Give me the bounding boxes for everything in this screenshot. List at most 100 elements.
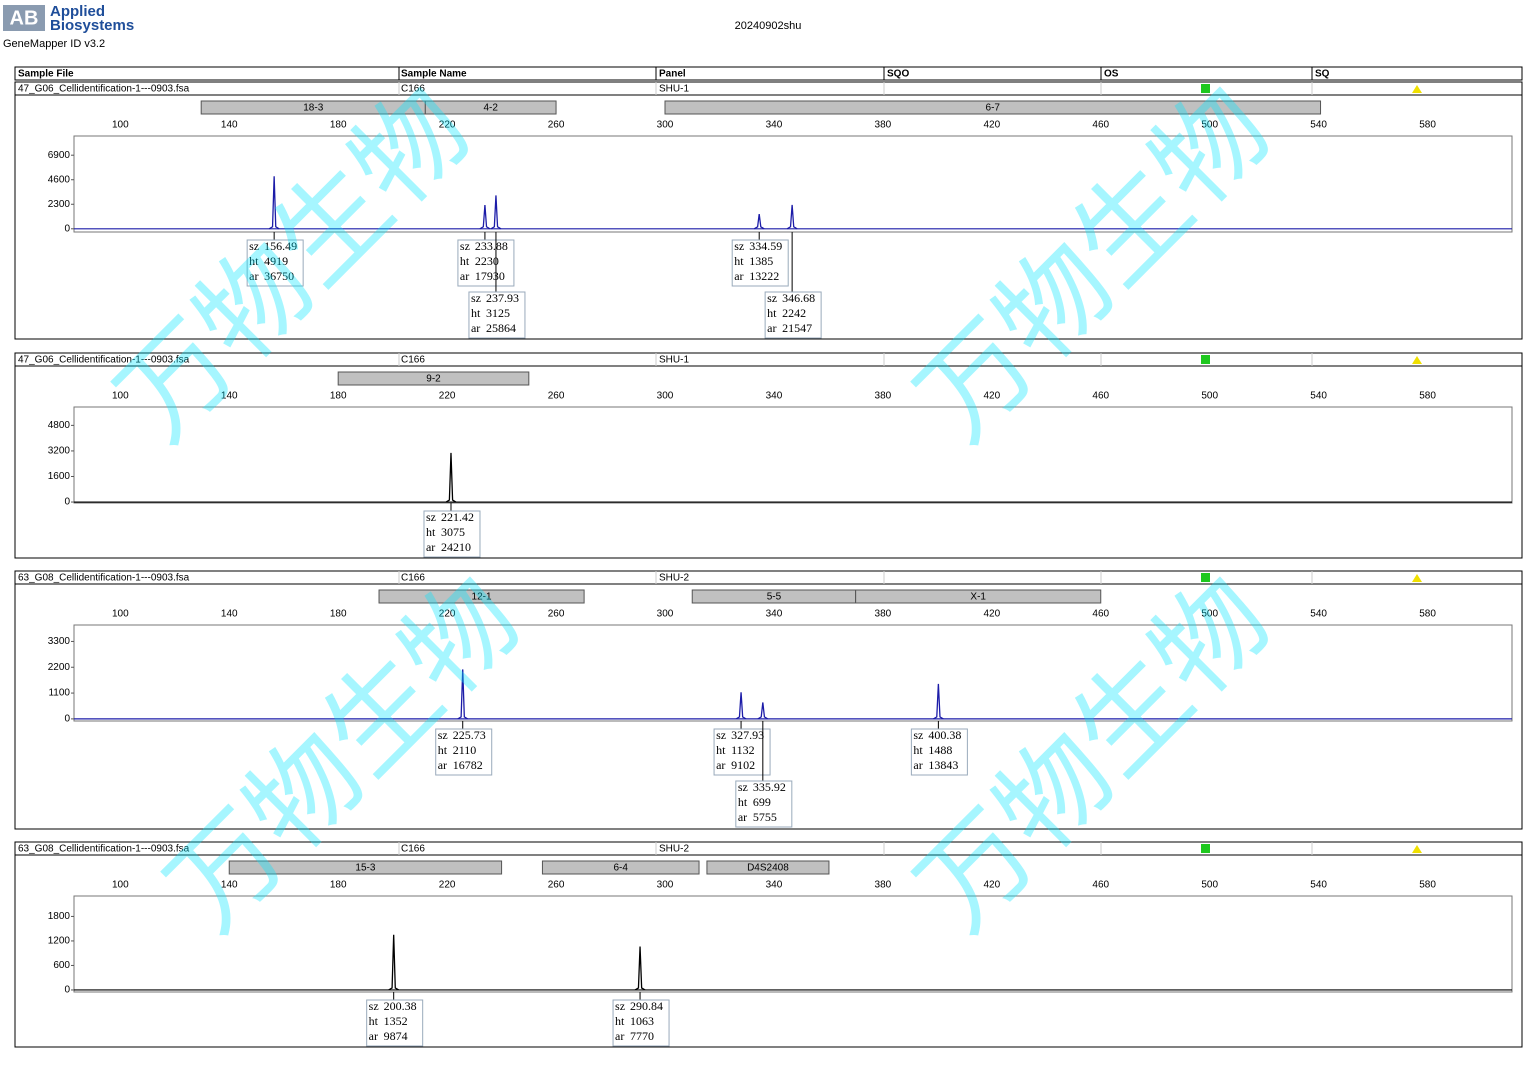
y-tick-label: 0 [64,714,70,725]
peak-value: 1488 [928,743,952,757]
peak [735,692,747,720]
peak-field: ar [438,758,447,772]
sample-name: C166 [401,355,425,366]
marker-name: 6-4 [614,863,629,874]
peak-value: 156.49 [264,239,297,253]
plot-frame [73,895,1513,993]
x-tick-label: 340 [766,120,783,131]
peak [388,934,400,991]
y-tick-label: 2200 [48,662,71,673]
marker-name: D4S2408 [747,863,789,874]
peak-field: ar [716,758,725,772]
x-tick-label: 500 [1201,120,1218,131]
x-tick-label: 100 [112,880,129,891]
x-tick-label: 180 [330,880,347,891]
y-tick-label: 0 [64,497,70,508]
peak-field: ht [460,254,470,268]
brand: Applied [50,3,105,20]
peak-field: ht [369,1014,379,1028]
peak-value: 699 [753,795,771,809]
x-tick-label: 300 [657,609,674,620]
peak [268,176,280,230]
x-tick-label: 340 [766,609,783,620]
peak-value: 3075 [441,525,465,539]
x-tick-label: 340 [766,391,783,402]
y-tick-label: 6900 [48,150,71,161]
panel-name: SHU-1 [659,355,689,366]
column-label: SQ [1315,69,1330,80]
peak-value: 9102 [731,758,755,772]
peak-field: ar [249,269,258,283]
x-tick-label: 260 [548,391,565,402]
status-warn [1412,85,1422,93]
peak-value: 1385 [749,254,773,268]
peak-value: 13222 [749,269,779,283]
peak-field: ar [734,269,743,283]
peak-label-box [735,780,793,828]
peak [445,452,457,503]
marker-name: 6-7 [986,103,1001,114]
y-tick-label: 3200 [48,446,71,457]
marker-bin [337,371,530,386]
sample-file: 47_G06_Cellidentification-1---0903.fsa [18,355,190,366]
x-tick-label: 180 [330,391,347,402]
peak-label-box [457,239,515,287]
peak-value: 2230 [475,254,499,268]
peak-field: sz [716,728,726,742]
marker-name: 12-1 [472,592,492,603]
panel-name: SHU-1 [659,84,689,95]
peak-value: 233.88 [475,239,508,253]
peak-value: 200.38 [384,999,417,1013]
peak-field: ar [615,1029,624,1043]
peak-value: 3125 [486,306,510,320]
peak-field: ht [426,525,436,539]
peak [786,204,798,230]
peak-value: 335.92 [753,780,786,794]
peak-label-box [731,239,789,287]
column-label: Sample File [18,69,74,80]
peak-field: sz [438,728,448,742]
y-tick-label: 600 [53,960,70,971]
y-tick-label: 2300 [48,199,71,210]
logo-mark: AB [10,7,39,29]
x-tick-label: 220 [439,391,456,402]
peak-value: 5755 [753,810,777,824]
peak-field: ar [471,321,480,335]
peak-value: 24210 [441,540,471,554]
peak-field: ht [716,743,726,757]
x-tick-label: 420 [983,880,1000,891]
x-tick-label: 340 [766,880,783,891]
peak-field: ht [438,743,448,757]
peak-label-box [435,728,493,776]
plot-frame [73,135,1513,233]
peak-field: ht [615,1014,625,1028]
x-tick-label: 140 [221,120,238,131]
marker-bin [378,589,585,604]
x-tick-label: 300 [657,391,674,402]
peak-field: ar [369,1029,378,1043]
column-header [14,66,1523,81]
x-tick-label: 140 [221,880,238,891]
status-ok [1201,573,1210,582]
x-tick-label: 460 [1092,120,1109,131]
peak [634,946,646,991]
brand: Biosystems [50,17,134,34]
peak-value: 1352 [384,1014,408,1028]
x-tick-label: 540 [1310,391,1327,402]
peak-value: 7770 [630,1029,654,1043]
x-tick-label: 260 [548,120,565,131]
x-tick-label: 220 [439,120,456,131]
peak-value: 1132 [731,743,755,757]
peak-field: sz [460,239,470,253]
x-tick-label: 180 [330,120,347,131]
marker-bin [541,860,700,875]
x-tick-label: 100 [112,609,129,620]
marker-name: 9-2 [426,374,441,385]
x-tick-label: 300 [657,120,674,131]
peak [479,204,491,230]
peak-field: sz [913,728,923,742]
marker-name: X-1 [970,592,986,603]
peak-value: 2110 [453,743,477,757]
